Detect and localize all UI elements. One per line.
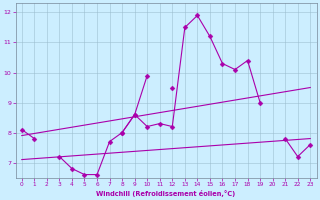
X-axis label: Windchill (Refroidissement éolien,°C): Windchill (Refroidissement éolien,°C) bbox=[96, 190, 236, 197]
